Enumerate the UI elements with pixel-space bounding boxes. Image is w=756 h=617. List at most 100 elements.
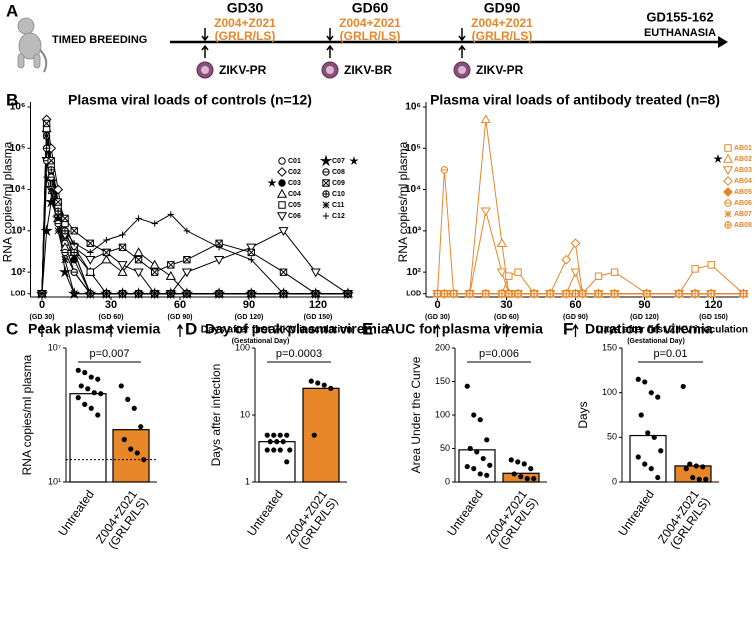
monkey-icon	[17, 17, 48, 73]
marker	[151, 220, 158, 227]
marker	[167, 290, 175, 298]
event-treatment-detail: (GRLR/LS)	[215, 29, 276, 43]
star-annotation	[267, 178, 277, 188]
marker	[183, 290, 191, 298]
marker	[643, 290, 651, 298]
x-tick-label: Untreated	[615, 488, 657, 539]
marker	[546, 290, 554, 298]
legend-marker	[322, 179, 330, 187]
data-point	[284, 432, 290, 438]
data-point	[648, 390, 654, 396]
data-point	[508, 457, 514, 463]
event-treatment: Z004+Z021	[214, 16, 276, 30]
series-line	[41, 123, 348, 295]
data-point	[484, 437, 490, 443]
marker	[167, 261, 175, 269]
x-tick-sublabel: (GD 60)	[99, 314, 124, 321]
chart-title: Day of peak plasma viremia	[205, 321, 389, 337]
legend-marker	[322, 168, 330, 176]
bar	[112, 429, 150, 483]
marker	[103, 236, 110, 244]
data-point	[264, 432, 270, 438]
y-tick-label: 10⁶	[10, 102, 26, 113]
x-tick-label-line: Untreated	[244, 488, 286, 539]
data-point	[477, 417, 483, 423]
data-point	[82, 369, 88, 376]
marker	[440, 166, 449, 174]
legend-label: C10	[332, 191, 345, 198]
panel-label: A	[6, 1, 18, 20]
marker	[61, 227, 69, 235]
data-point	[651, 434, 657, 440]
inoculation-arrow	[176, 323, 184, 337]
marker	[571, 290, 580, 298]
inoculation-arrow	[38, 323, 46, 337]
data-point	[271, 432, 277, 438]
legend-label: C04	[288, 191, 301, 198]
marker	[675, 290, 683, 298]
data-point	[138, 424, 144, 430]
x-tick-label-line: Untreated	[55, 488, 97, 539]
x-tick-label-line: Untreated	[444, 488, 486, 539]
x-tick-sublabel: (GD 60)	[494, 314, 519, 321]
data-point	[680, 383, 686, 390]
y-tick-label: 150	[602, 342, 617, 352]
marker	[278, 227, 289, 237]
x-tick-label: Untreated	[55, 488, 97, 539]
y-tick-label: 100	[235, 342, 250, 352]
marker	[48, 190, 55, 197]
marker	[61, 256, 69, 264]
marker	[102, 248, 111, 257]
data-point	[484, 472, 490, 478]
marker	[54, 207, 62, 215]
y-axis-label: RNA copies/ml plasma	[1, 141, 15, 262]
data-point	[280, 439, 286, 445]
data-point	[464, 383, 470, 389]
series-line	[437, 169, 744, 295]
legend-label: C05	[288, 202, 301, 209]
marker	[38, 290, 46, 297]
timeline-end: GD155-162	[646, 9, 713, 24]
marker	[149, 259, 160, 269]
marker	[610, 268, 619, 276]
marker	[61, 248, 69, 257]
marker	[344, 290, 352, 297]
data-point	[75, 395, 81, 401]
data-point	[95, 376, 101, 382]
y-tick-label: 200	[435, 342, 450, 352]
y-axis-label: Area Under the Curve	[409, 356, 423, 473]
x-tick-label: Z004+Z021(GRLR/LS)	[655, 487, 713, 553]
marker	[310, 268, 321, 278]
y-tick-label: 10	[240, 409, 250, 419]
data-point	[655, 394, 661, 400]
timeline-end-detail: EUTHANASIA	[644, 27, 716, 39]
legend-marker	[724, 199, 732, 207]
marker	[183, 256, 191, 264]
y-tick-label: 1	[245, 476, 250, 486]
marker	[480, 207, 491, 217]
y-tick-label: 10³	[11, 225, 26, 236]
chart-title: Plasma viral loads of controls (n=12)	[68, 92, 312, 108]
data-point	[524, 476, 530, 482]
marker	[215, 244, 223, 251]
timeline-arrowhead	[718, 36, 728, 48]
marker	[118, 290, 127, 298]
x-tick-sublabel: (GD 30)	[30, 314, 55, 321]
y-tick-label: 10²	[11, 267, 26, 278]
marker	[594, 272, 603, 280]
y-tick-label: 10⁷	[48, 342, 61, 352]
panel-label: C	[6, 319, 18, 338]
data-point	[78, 383, 84, 389]
y-tick-label: 50	[440, 443, 450, 453]
marker	[433, 290, 442, 298]
marker	[691, 265, 699, 273]
x-tick-label: 90	[243, 299, 255, 311]
marker	[312, 290, 319, 297]
y-axis-label: Days	[576, 401, 590, 428]
data-point	[487, 462, 493, 468]
marker	[47, 166, 55, 174]
marker	[42, 119, 51, 128]
marker	[70, 227, 78, 235]
event-infection: ZIKV-PR	[476, 63, 524, 77]
marker	[118, 243, 127, 251]
